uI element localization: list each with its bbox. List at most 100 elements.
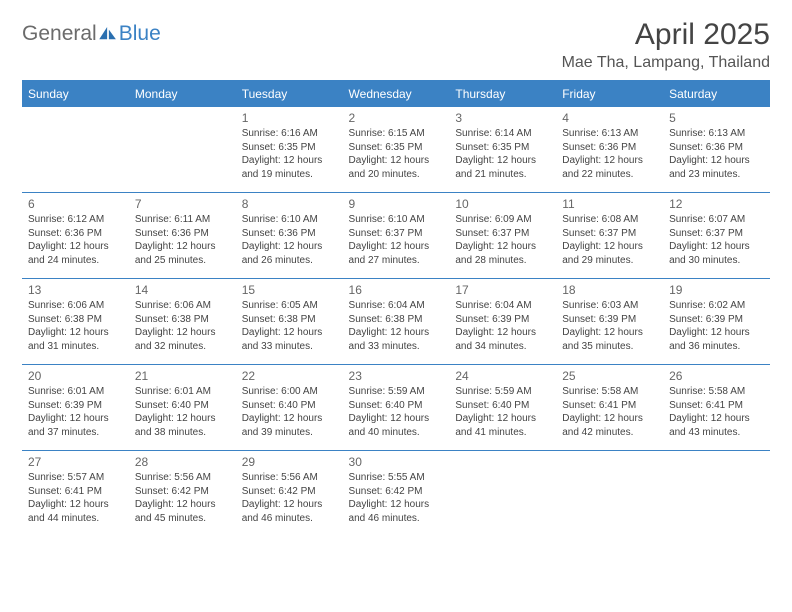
sunrise-text: Sunrise: 6:06 AM (135, 299, 230, 313)
calendar-day-cell: 7Sunrise: 6:11 AMSunset: 6:36 PMDaylight… (129, 193, 236, 279)
daylight-text: Daylight: 12 hours and 46 minutes. (242, 498, 337, 525)
sunrise-text: Sunrise: 6:16 AM (242, 127, 337, 141)
sunrise-text: Sunrise: 6:09 AM (455, 213, 550, 227)
header: General Blue April 2025 Mae Tha, Lampang… (22, 18, 770, 72)
day-number: 29 (242, 454, 337, 470)
sunrise-text: Sunrise: 5:56 AM (135, 471, 230, 485)
weekday-header: Thursday (449, 81, 556, 107)
sunrise-text: Sunrise: 6:14 AM (455, 127, 550, 141)
calendar-day-cell: 5Sunrise: 6:13 AMSunset: 6:36 PMDaylight… (663, 107, 770, 193)
calendar-day-cell: 9Sunrise: 6:10 AMSunset: 6:37 PMDaylight… (343, 193, 450, 279)
daylight-text: Daylight: 12 hours and 19 minutes. (242, 154, 337, 181)
daylight-text: Daylight: 12 hours and 33 minutes. (349, 326, 444, 353)
sunrise-text: Sunrise: 5:59 AM (455, 385, 550, 399)
sunrise-text: Sunrise: 6:10 AM (242, 213, 337, 227)
weekday-header: Tuesday (236, 81, 343, 107)
sunset-text: Sunset: 6:38 PM (28, 313, 123, 327)
calendar-table: Sunday Monday Tuesday Wednesday Thursday… (22, 80, 770, 537)
sunrise-text: Sunrise: 5:57 AM (28, 471, 123, 485)
sunrise-text: Sunrise: 6:08 AM (562, 213, 657, 227)
weekday-header: Friday (556, 81, 663, 107)
day-number: 12 (669, 196, 764, 212)
sunrise-text: Sunrise: 6:12 AM (28, 213, 123, 227)
daylight-text: Daylight: 12 hours and 20 minutes. (349, 154, 444, 181)
daylight-text: Daylight: 12 hours and 36 minutes. (669, 326, 764, 353)
daylight-text: Daylight: 12 hours and 38 minutes. (135, 412, 230, 439)
sunset-text: Sunset: 6:38 PM (242, 313, 337, 327)
sunset-text: Sunset: 6:37 PM (349, 227, 444, 241)
sunrise-text: Sunrise: 6:05 AM (242, 299, 337, 313)
sunset-text: Sunset: 6:39 PM (562, 313, 657, 327)
calendar-day-cell: 10Sunrise: 6:09 AMSunset: 6:37 PMDayligh… (449, 193, 556, 279)
day-number: 13 (28, 282, 123, 298)
calendar-week-row: 1Sunrise: 6:16 AMSunset: 6:35 PMDaylight… (22, 107, 770, 193)
sunset-text: Sunset: 6:36 PM (562, 141, 657, 155)
calendar-day-cell: 16Sunrise: 6:04 AMSunset: 6:38 PMDayligh… (343, 279, 450, 365)
sunrise-text: Sunrise: 6:04 AM (349, 299, 444, 313)
day-number: 18 (562, 282, 657, 298)
weekday-header: Sunday (22, 81, 129, 107)
sunset-text: Sunset: 6:35 PM (455, 141, 550, 155)
calendar-day-cell (663, 451, 770, 537)
sunset-text: Sunset: 6:40 PM (135, 399, 230, 413)
daylight-text: Daylight: 12 hours and 29 minutes. (562, 240, 657, 267)
sunset-text: Sunset: 6:36 PM (242, 227, 337, 241)
logo-sail-icon (99, 27, 117, 41)
daylight-text: Daylight: 12 hours and 39 minutes. (242, 412, 337, 439)
sunset-text: Sunset: 6:36 PM (669, 141, 764, 155)
daylight-text: Daylight: 12 hours and 25 minutes. (135, 240, 230, 267)
sunrise-text: Sunrise: 6:10 AM (349, 213, 444, 227)
calendar-day-cell: 14Sunrise: 6:06 AMSunset: 6:38 PMDayligh… (129, 279, 236, 365)
day-number: 17 (455, 282, 550, 298)
daylight-text: Daylight: 12 hours and 23 minutes. (669, 154, 764, 181)
calendar-header-row: Sunday Monday Tuesday Wednesday Thursday… (22, 81, 770, 107)
calendar-day-cell: 28Sunrise: 5:56 AMSunset: 6:42 PMDayligh… (129, 451, 236, 537)
day-number: 15 (242, 282, 337, 298)
daylight-text: Daylight: 12 hours and 34 minutes. (455, 326, 550, 353)
sunrise-text: Sunrise: 5:59 AM (349, 385, 444, 399)
daylight-text: Daylight: 12 hours and 45 minutes. (135, 498, 230, 525)
sunset-text: Sunset: 6:39 PM (28, 399, 123, 413)
sunset-text: Sunset: 6:37 PM (669, 227, 764, 241)
calendar-day-cell: 12Sunrise: 6:07 AMSunset: 6:37 PMDayligh… (663, 193, 770, 279)
sunset-text: Sunset: 6:35 PM (242, 141, 337, 155)
day-number: 24 (455, 368, 550, 384)
day-number: 27 (28, 454, 123, 470)
sunrise-text: Sunrise: 6:01 AM (28, 385, 123, 399)
sunset-text: Sunset: 6:40 PM (349, 399, 444, 413)
calendar-day-cell: 19Sunrise: 6:02 AMSunset: 6:39 PMDayligh… (663, 279, 770, 365)
sunrise-text: Sunrise: 6:13 AM (669, 127, 764, 141)
sunrise-text: Sunrise: 6:02 AM (669, 299, 764, 313)
calendar-week-row: 27Sunrise: 5:57 AMSunset: 6:41 PMDayligh… (22, 451, 770, 537)
calendar-week-row: 13Sunrise: 6:06 AMSunset: 6:38 PMDayligh… (22, 279, 770, 365)
day-number: 22 (242, 368, 337, 384)
daylight-text: Daylight: 12 hours and 27 minutes. (349, 240, 444, 267)
sunset-text: Sunset: 6:40 PM (242, 399, 337, 413)
calendar-day-cell: 29Sunrise: 5:56 AMSunset: 6:42 PMDayligh… (236, 451, 343, 537)
calendar-day-cell (449, 451, 556, 537)
sunset-text: Sunset: 6:39 PM (669, 313, 764, 327)
sunset-text: Sunset: 6:42 PM (349, 485, 444, 499)
location-subtitle: Mae Tha, Lampang, Thailand (562, 54, 770, 72)
calendar-week-row: 6Sunrise: 6:12 AMSunset: 6:36 PMDaylight… (22, 193, 770, 279)
daylight-text: Daylight: 12 hours and 41 minutes. (455, 412, 550, 439)
calendar-day-cell (129, 107, 236, 193)
sunrise-text: Sunrise: 5:58 AM (669, 385, 764, 399)
day-number: 21 (135, 368, 230, 384)
calendar-day-cell: 11Sunrise: 6:08 AMSunset: 6:37 PMDayligh… (556, 193, 663, 279)
sunrise-text: Sunrise: 5:58 AM (562, 385, 657, 399)
day-number: 5 (669, 110, 764, 126)
calendar-day-cell: 4Sunrise: 6:13 AMSunset: 6:36 PMDaylight… (556, 107, 663, 193)
day-number: 2 (349, 110, 444, 126)
sunset-text: Sunset: 6:42 PM (135, 485, 230, 499)
weekday-header: Saturday (663, 81, 770, 107)
logo-text-general: General (22, 22, 97, 46)
daylight-text: Daylight: 12 hours and 33 minutes. (242, 326, 337, 353)
calendar-day-cell: 8Sunrise: 6:10 AMSunset: 6:36 PMDaylight… (236, 193, 343, 279)
sunset-text: Sunset: 6:41 PM (669, 399, 764, 413)
daylight-text: Daylight: 12 hours and 21 minutes. (455, 154, 550, 181)
sunset-text: Sunset: 6:37 PM (562, 227, 657, 241)
daylight-text: Daylight: 12 hours and 44 minutes. (28, 498, 123, 525)
sunset-text: Sunset: 6:36 PM (135, 227, 230, 241)
calendar-day-cell: 26Sunrise: 5:58 AMSunset: 6:41 PMDayligh… (663, 365, 770, 451)
